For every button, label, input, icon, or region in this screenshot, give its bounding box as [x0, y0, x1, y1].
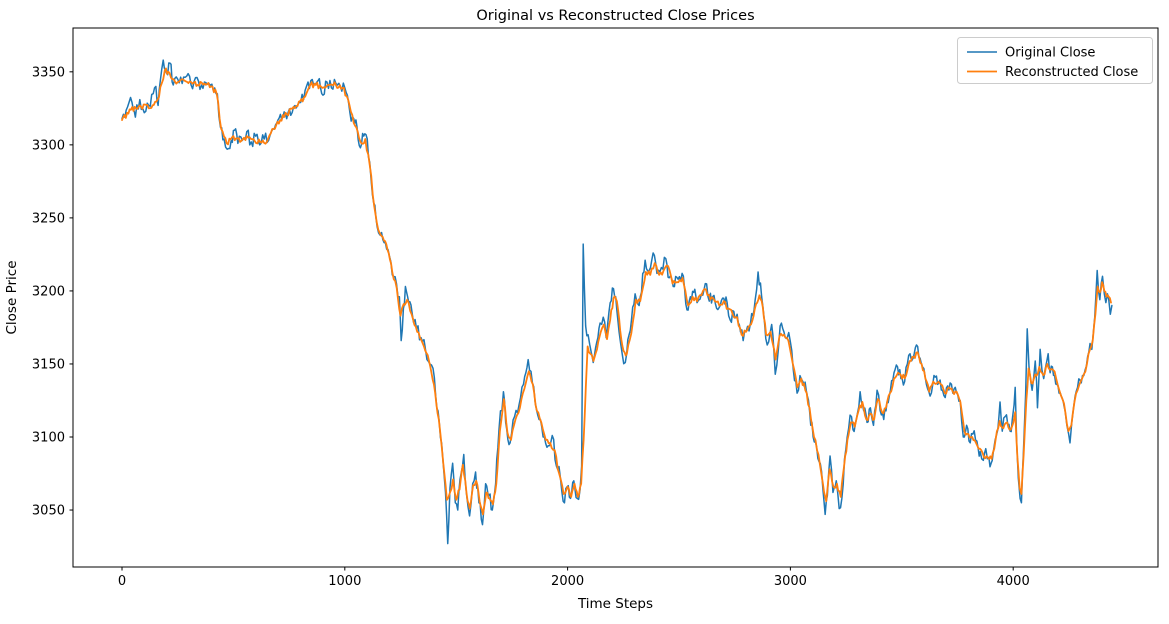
- y-tick-label: 3150: [32, 357, 65, 372]
- legend-label-reconstructed: Reconstructed Close: [1005, 65, 1138, 80]
- x-tick-label: 3000: [774, 574, 807, 589]
- legend-frame: [957, 37, 1153, 84]
- axes: 0 1000 2000 3000 4000 3050 3100 3150 3200 3250 330…: [32, 65, 1030, 589]
- plot-border: [72, 27, 1159, 568]
- y-tick-label: 3350: [32, 65, 65, 80]
- legend: Original Close Reconstructed Close: [957, 37, 1153, 84]
- legend-label-original: Original Close: [1005, 46, 1095, 61]
- series-reconstructed-close: [121, 67, 1112, 516]
- x-tick-label: 0: [118, 574, 126, 589]
- series-layer: [121, 59, 1113, 545]
- x-axis-label: Time Steps: [577, 596, 653, 612]
- y-axis-label: Close Price: [4, 261, 20, 335]
- y-tick-label: 3300: [32, 138, 65, 153]
- y-tick-label: 3100: [32, 430, 65, 445]
- x-tick-label: 2000: [551, 574, 584, 589]
- y-tick-label: 3200: [32, 284, 65, 299]
- x-tick-label: 1000: [328, 574, 361, 589]
- y-tick-label: 3250: [32, 211, 65, 226]
- y-tick-label: 3050: [32, 504, 65, 519]
- x-tick-label: 4000: [997, 574, 1030, 589]
- chart-title: Original vs Reconstructed Close Prices: [476, 8, 754, 24]
